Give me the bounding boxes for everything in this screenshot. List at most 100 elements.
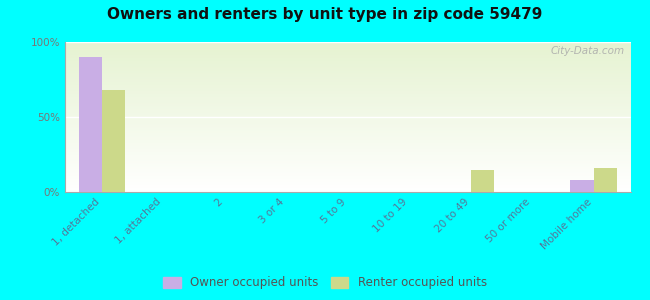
Bar (65, 177, 630, 178)
Bar (65, 138, 630, 140)
Bar (65, 135, 630, 136)
Bar (65, 182, 630, 183)
Bar (65, 117, 630, 118)
Bar (65, 183, 630, 184)
Bar (471, 169, 494, 192)
Bar (65, 45, 630, 46)
Bar (65, 110, 630, 111)
Bar (65, 98, 630, 99)
Bar (570, 180, 593, 192)
Text: City-Data.com: City-Data.com (551, 46, 625, 56)
Bar (65, 75, 630, 76)
Bar (65, 158, 630, 159)
Bar (65, 186, 630, 188)
Bar (65, 171, 630, 172)
Bar (65, 162, 630, 164)
Bar (65, 81, 630, 82)
Bar (65, 160, 630, 162)
Bar (65, 150, 630, 152)
Bar (65, 51, 630, 52)
Bar (65, 190, 630, 192)
Bar (65, 176, 630, 177)
Bar (65, 57, 630, 58)
Bar (65, 164, 630, 165)
Bar (65, 61, 630, 63)
Bar (65, 54, 630, 56)
Bar (65, 99, 630, 100)
Bar (65, 128, 630, 129)
Bar (65, 156, 630, 158)
Bar (65, 69, 630, 70)
Bar (65, 184, 630, 186)
Bar (65, 126, 630, 128)
Bar (65, 94, 630, 96)
Bar (65, 136, 630, 138)
Bar (65, 105, 630, 106)
Bar (65, 100, 630, 102)
Bar (65, 76, 630, 78)
Bar (65, 154, 630, 156)
Bar (65, 93, 630, 94)
Bar (65, 66, 630, 68)
Bar (65, 44, 630, 45)
Bar (65, 116, 630, 117)
Bar (65, 63, 630, 64)
Bar (65, 189, 630, 190)
Bar (65, 70, 630, 72)
Bar (65, 68, 630, 69)
Bar (65, 108, 630, 110)
Bar (65, 159, 630, 160)
Bar (65, 96, 630, 98)
Bar (65, 142, 630, 144)
Bar (65, 103, 630, 105)
Bar (65, 106, 630, 108)
Legend: Owner occupied units, Renter occupied units: Owner occupied units, Renter occupied un… (159, 272, 491, 294)
Bar (79, 57, 102, 192)
Bar (65, 123, 630, 124)
Bar (65, 140, 630, 141)
Bar (65, 188, 630, 189)
Bar (65, 90, 630, 92)
Bar (65, 60, 630, 61)
Bar (65, 180, 630, 182)
Bar (65, 146, 630, 147)
Bar (65, 132, 630, 134)
Bar (65, 168, 630, 170)
Bar (65, 152, 630, 153)
Bar (65, 46, 630, 48)
Bar (65, 78, 630, 80)
Text: Owners and renters by unit type in zip code 59479: Owners and renters by unit type in zip c… (107, 8, 543, 22)
Bar (65, 48, 630, 50)
Bar (65, 42, 630, 44)
Bar (65, 92, 630, 93)
Bar (65, 174, 630, 176)
Bar (65, 80, 630, 81)
Bar (65, 88, 630, 90)
Bar (65, 144, 630, 146)
Bar (65, 82, 630, 84)
Bar (65, 111, 630, 112)
Bar (65, 118, 630, 120)
Bar (65, 122, 630, 123)
Bar (65, 84, 630, 86)
Bar (65, 72, 630, 74)
Bar (65, 114, 630, 116)
Bar (65, 165, 630, 166)
Bar (65, 134, 630, 135)
Bar (65, 56, 630, 57)
Bar (65, 112, 630, 114)
Bar (65, 52, 630, 54)
Bar (65, 129, 630, 130)
Bar (65, 120, 630, 122)
Bar (65, 141, 630, 142)
Bar (65, 178, 630, 180)
Bar (593, 168, 617, 192)
Bar (65, 87, 630, 88)
Bar (65, 50, 630, 51)
Bar (65, 85, 630, 87)
Bar (65, 102, 630, 104)
Bar (65, 167, 630, 168)
Bar (65, 153, 630, 154)
Bar (65, 172, 630, 174)
Bar (65, 58, 630, 60)
